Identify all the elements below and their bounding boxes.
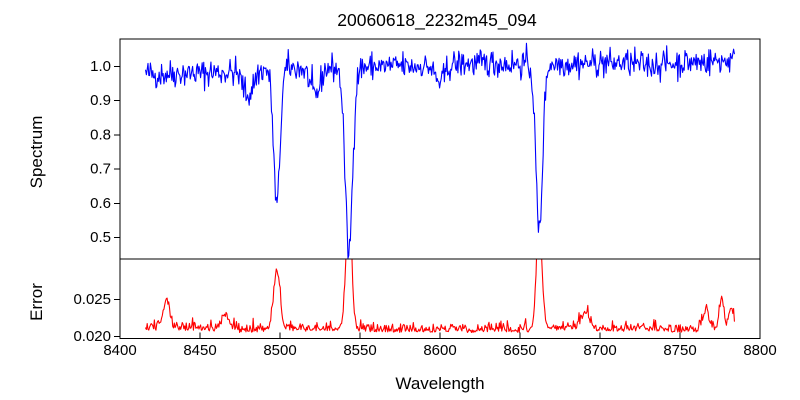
svg-text:8600: 8600: [423, 342, 456, 359]
svg-text:20060618_2232m45_094: 20060618_2232m45_094: [337, 10, 537, 31]
svg-text:0.7: 0.7: [90, 161, 111, 178]
svg-text:8800: 8800: [743, 342, 776, 359]
svg-text:0.8: 0.8: [90, 126, 111, 143]
svg-text:8650: 8650: [503, 342, 536, 359]
svg-text:8400: 8400: [103, 342, 136, 359]
svg-text:Spectrum: Spectrum: [27, 116, 46, 189]
svg-text:0.025: 0.025: [73, 291, 111, 308]
svg-text:8700: 8700: [583, 342, 616, 359]
svg-text:8750: 8750: [663, 342, 696, 359]
svg-text:8500: 8500: [263, 342, 296, 359]
svg-text:0.5: 0.5: [90, 229, 111, 246]
svg-text:Error: Error: [27, 283, 46, 321]
svg-text:1.0: 1.0: [90, 58, 111, 75]
svg-text:0.6: 0.6: [90, 195, 111, 212]
svg-text:8450: 8450: [183, 342, 216, 359]
svg-text:0.9: 0.9: [90, 92, 111, 109]
svg-text:Wavelength: Wavelength: [395, 374, 484, 393]
svg-text:8550: 8550: [343, 342, 376, 359]
